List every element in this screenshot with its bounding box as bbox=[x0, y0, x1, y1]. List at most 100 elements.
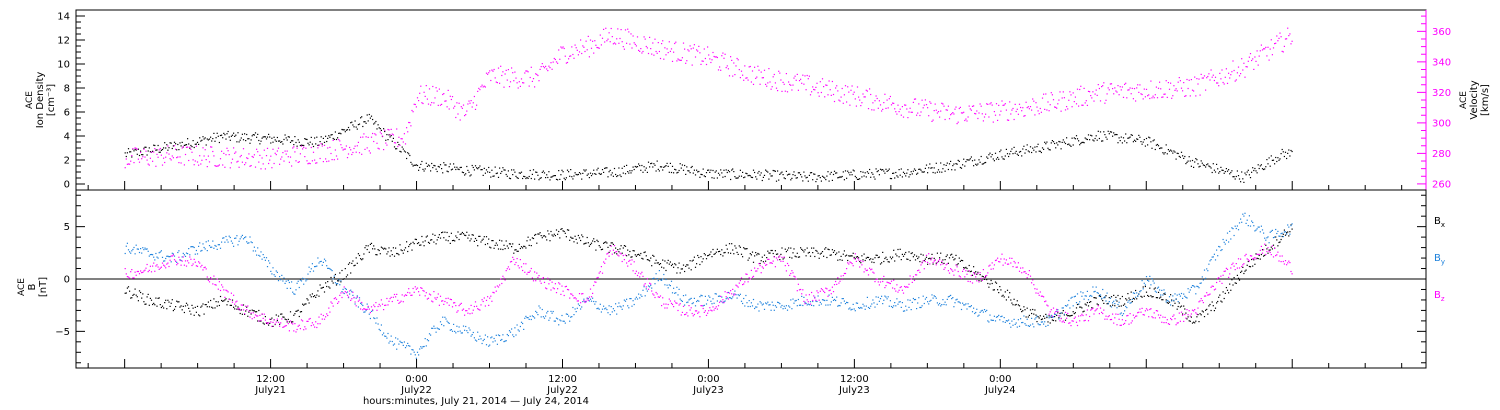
density-point bbox=[191, 146, 193, 148]
bx-point bbox=[536, 242, 538, 244]
velocity-point bbox=[141, 158, 143, 160]
density-point bbox=[665, 165, 667, 167]
bx-point bbox=[513, 252, 515, 254]
bx-point bbox=[982, 276, 984, 278]
bx-point bbox=[207, 301, 209, 303]
velocity-point bbox=[1209, 79, 1211, 81]
density-point bbox=[875, 168, 877, 170]
velocity-point bbox=[518, 81, 520, 83]
bx-point bbox=[1010, 299, 1012, 301]
by-point bbox=[886, 298, 888, 300]
bx-point bbox=[178, 301, 180, 303]
bx-point bbox=[1207, 313, 1209, 315]
bx-point bbox=[709, 253, 711, 255]
density-point bbox=[905, 175, 907, 177]
bx-point bbox=[484, 243, 486, 246]
bz-point bbox=[576, 300, 578, 302]
by-point bbox=[340, 280, 342, 282]
velocity-point bbox=[1102, 85, 1104, 87]
bz-point bbox=[607, 252, 609, 254]
by-point bbox=[299, 279, 301, 281]
by-point bbox=[977, 315, 979, 317]
by-point bbox=[1096, 292, 1098, 294]
bx-point bbox=[1276, 239, 1278, 241]
velocity-point bbox=[582, 45, 584, 47]
bx-point bbox=[592, 240, 594, 242]
by-point bbox=[495, 334, 497, 336]
by-point bbox=[514, 327, 516, 329]
bx-point bbox=[770, 249, 772, 252]
density-point bbox=[354, 120, 356, 122]
velocity-point bbox=[575, 47, 577, 49]
bz-point bbox=[217, 288, 219, 290]
density-point bbox=[140, 150, 142, 152]
bz-point bbox=[598, 272, 600, 274]
bx-point bbox=[1177, 305, 1179, 308]
velocity-point bbox=[441, 103, 443, 105]
by-point bbox=[419, 348, 421, 350]
by-point bbox=[1162, 294, 1164, 296]
by-point bbox=[965, 303, 967, 305]
bx-point bbox=[302, 303, 304, 305]
bz-point bbox=[474, 301, 477, 303]
by-point bbox=[368, 313, 370, 315]
bx-point bbox=[518, 243, 520, 245]
bx-point bbox=[422, 241, 424, 243]
velocity-point bbox=[830, 94, 832, 96]
bz-point bbox=[670, 302, 673, 304]
bx-point bbox=[398, 254, 400, 256]
bx-point bbox=[717, 251, 720, 253]
velocity-point bbox=[413, 103, 415, 105]
density-point bbox=[756, 178, 758, 180]
bx-point bbox=[800, 247, 802, 249]
bx-point bbox=[933, 257, 935, 259]
bz-point bbox=[592, 292, 594, 294]
bx-point bbox=[453, 239, 455, 241]
velocity-point bbox=[443, 93, 445, 95]
velocity-point bbox=[1070, 94, 1072, 96]
by-point bbox=[1094, 290, 1096, 292]
bx-point bbox=[1135, 289, 1137, 292]
density-point bbox=[638, 163, 640, 165]
density-point bbox=[1288, 149, 1290, 151]
velocity-point bbox=[952, 112, 954, 114]
density-point bbox=[530, 177, 532, 180]
velocity-point bbox=[847, 86, 849, 88]
bx-point bbox=[1219, 294, 1221, 296]
by-point bbox=[524, 317, 526, 319]
bz-point bbox=[690, 307, 692, 309]
bx-point bbox=[1003, 296, 1005, 298]
bz-point bbox=[554, 283, 556, 285]
bx-point bbox=[734, 245, 736, 247]
by-point bbox=[703, 304, 705, 306]
bz-point bbox=[332, 305, 334, 307]
bz-point bbox=[642, 275, 644, 277]
velocity-point bbox=[212, 150, 214, 153]
velocity-point bbox=[1218, 85, 1220, 87]
bx-point bbox=[1172, 305, 1174, 307]
bx-point bbox=[1253, 259, 1255, 261]
by-point bbox=[1093, 291, 1095, 293]
by-point bbox=[314, 266, 316, 268]
density-point bbox=[735, 177, 737, 179]
by-point bbox=[791, 308, 793, 310]
density-point bbox=[1217, 168, 1219, 170]
density-point bbox=[626, 164, 628, 166]
bz-point bbox=[751, 276, 754, 278]
bx-point bbox=[284, 318, 286, 320]
by-point bbox=[409, 345, 411, 347]
velocity-point bbox=[527, 71, 529, 73]
bz-point bbox=[337, 302, 339, 304]
by-point bbox=[771, 301, 773, 303]
density-point bbox=[491, 169, 493, 171]
density-point bbox=[1031, 151, 1033, 154]
density-point bbox=[770, 175, 772, 177]
density-point bbox=[760, 172, 762, 174]
bz-point bbox=[179, 259, 181, 261]
bx-point bbox=[945, 255, 947, 258]
by-point bbox=[1048, 317, 1050, 319]
velocity-point bbox=[725, 67, 727, 69]
velocity-point bbox=[277, 147, 280, 149]
velocity-point bbox=[782, 81, 784, 83]
by-point bbox=[802, 304, 804, 307]
